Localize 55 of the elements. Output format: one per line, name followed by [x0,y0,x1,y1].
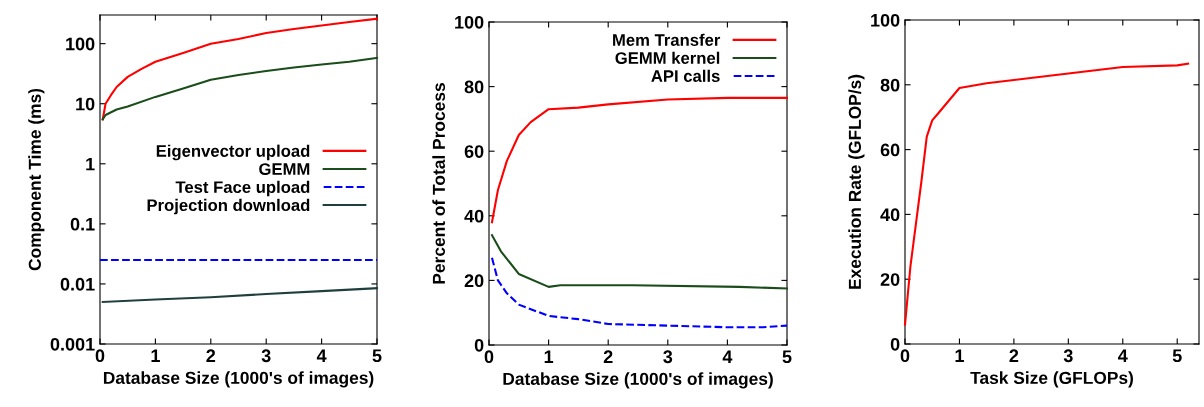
line-series [903,62,1190,326]
x-axis-title: Database Size (1000's of images) [103,371,374,388]
y-tick-label: 0.001 [50,337,95,351]
y-tick-label: 20 [880,273,900,286]
y-tick-label: 40 [464,209,484,223]
legend-label: API calls [651,69,720,82]
legend-label: Projection download [147,198,310,215]
x-tick-label: 1 [151,349,160,362]
y-tick-label: 1 [86,157,95,171]
line-series [490,256,789,329]
y-tick-label: 20 [464,274,484,288]
y-tick-label: 0 [890,337,900,351]
y-tick-label: 40 [880,208,900,222]
x-tick-label: 2 [1009,349,1019,362]
x-tick-label: 4 [316,349,327,362]
y-tick-label: 100 [455,15,484,29]
y-tick-label: 60 [880,143,900,157]
line-series [490,234,789,290]
x-tick-label: 1 [955,349,964,362]
x-tick-label: 2 [603,350,613,363]
y-tick-label: 100 [66,37,95,51]
legend-label: GEMM kernel [615,51,720,64]
line-series [101,56,379,121]
line-series [101,287,379,304]
legend-label: Mem Transfer [613,33,721,46]
line-series [490,96,789,224]
y-tick-label: 80 [880,78,900,92]
y-axis-title: Component Time (ms) [28,88,45,271]
x-tick-label: 5 [782,350,792,364]
y-tick-label: 0 [474,338,484,352]
y-tick-label: 0.01 [60,277,95,291]
y-axis-title: Percent of Total Process [432,83,446,284]
x-tick-label: 4 [1118,349,1128,362]
y-tick-label: 0.1 [70,217,95,231]
y-tick-label: 100 [871,13,900,27]
x-axis-title: Task Size (GFLOPs) [970,371,1133,388]
y-tick-label: 80 [464,80,484,94]
x-tick-label: 0 [484,350,494,364]
x-axis-title: Database Size (1000's of images) [503,372,773,389]
y-axis-title: Execution Rate (GFLOP/s) [848,74,865,289]
x-tick-label: 5 [372,349,382,363]
x-tick-label: 2 [206,349,216,362]
x-tick-label: 0 [900,349,910,363]
x-tick-label: 4 [722,350,733,363]
x-tick-label: 3 [663,350,673,364]
x-tick-label: 5 [1172,349,1182,363]
x-tick-label: 1 [544,350,554,363]
legend-label: Test Face upload [175,180,310,197]
x-tick-label: 3 [1063,349,1073,363]
x-tick-label: 0 [95,349,105,363]
y-tick-label: 10 [76,97,95,111]
legend-label: Eigenvector upload [156,144,310,161]
y-tick-label: 60 [464,145,484,158]
x-tick-label: 3 [261,349,271,363]
legend-label: GEMM [259,163,310,175]
